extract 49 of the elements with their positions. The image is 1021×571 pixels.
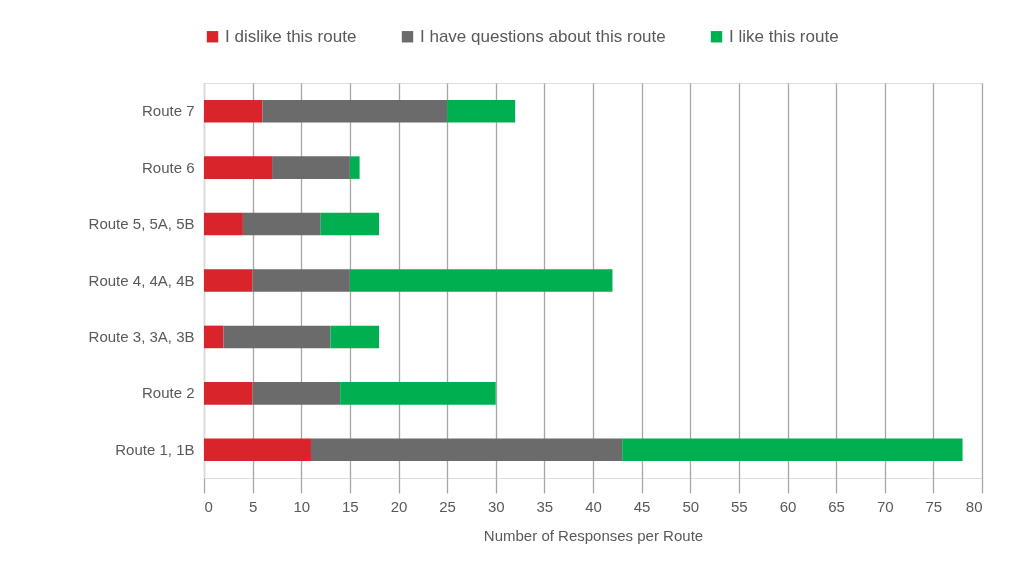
x-tick-label: 55 — [731, 497, 748, 515]
x-tick-label: 35 — [536, 497, 554, 515]
x-tick-label: 30 — [487, 497, 505, 515]
legend-label: I like this route — [729, 26, 839, 46]
x-tick-label: 10 — [293, 497, 311, 515]
x-tick-label: 70 — [876, 497, 894, 515]
y-tick-label: Route 6 — [141, 158, 195, 176]
x-tick-label: 45 — [633, 497, 651, 515]
x-tick-label: 75 — [925, 497, 943, 515]
bar — [204, 99, 263, 123]
bar — [252, 269, 350, 292]
bar — [204, 325, 224, 349]
bar — [204, 212, 243, 236]
bar — [622, 438, 963, 462]
x-tick-label: 25 — [439, 497, 456, 515]
x-tick-label: 80 — [965, 497, 983, 515]
bar — [204, 269, 253, 292]
y-tick-label: Route 2 — [141, 384, 195, 402]
y-tick-label: Route 5, 5A, 5B — [88, 215, 195, 233]
bar — [204, 382, 253, 405]
bar — [223, 325, 331, 349]
bar — [242, 212, 321, 236]
bar — [447, 99, 516, 123]
bar — [349, 156, 360, 179]
x-tick-label: 0 — [204, 497, 213, 515]
x-axis-title: Number of Responses per Route — [483, 526, 704, 544]
bar — [262, 99, 448, 123]
bar — [349, 269, 613, 292]
bar — [204, 438, 311, 462]
x-tick-label: 15 — [342, 497, 359, 515]
bar — [310, 438, 623, 462]
legend-label: I have questions about this route — [420, 26, 666, 46]
bar — [252, 382, 341, 405]
x-tick-label: 65 — [828, 497, 845, 515]
bar — [204, 156, 273, 179]
y-tick-label: Route 1, 1B — [115, 440, 195, 458]
y-tick-label: Route 7 — [141, 102, 195, 120]
x-tick-label: 60 — [779, 497, 797, 515]
y-tick-label: Route 3, 3A, 3B — [88, 327, 195, 345]
bar — [340, 382, 496, 405]
x-tick-label: 50 — [682, 497, 700, 515]
bar — [272, 156, 350, 179]
bar — [330, 325, 380, 349]
y-tick-label: Route 4, 4A, 4B — [88, 271, 195, 289]
x-tick-label: 20 — [390, 497, 408, 515]
legend-label: I dislike this route — [225, 26, 357, 46]
bar — [320, 212, 380, 236]
x-tick-label: 40 — [585, 497, 602, 515]
x-tick-label: 5 — [248, 497, 258, 515]
